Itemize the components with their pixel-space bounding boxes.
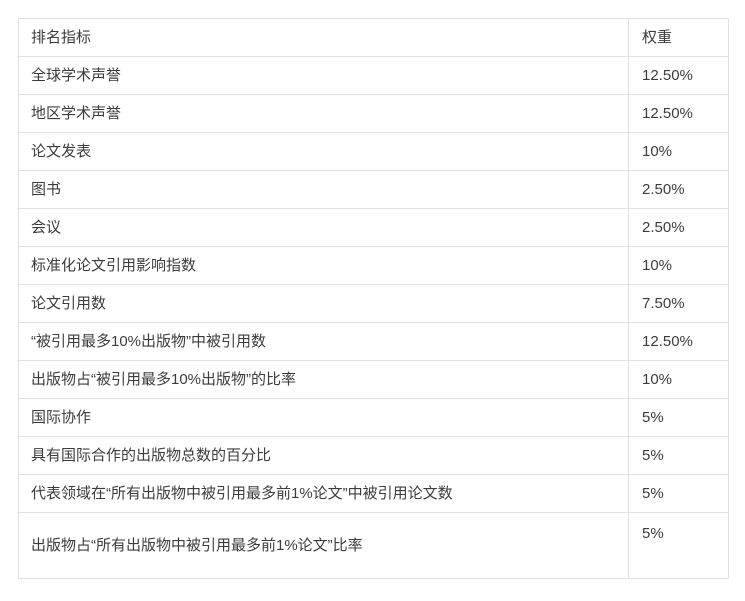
table-header-row: 排名指标 权重 xyxy=(18,18,729,57)
weight-cell: 12.50% xyxy=(628,322,729,361)
indicator-cell: 具有国际合作的出版物总数的百分比 xyxy=(18,436,629,475)
table-row: 代表领域在“所有出版物中被引用最多前1%论文”中被引用论文数 5% xyxy=(18,474,729,513)
table-row: 论文引用数 7.50% xyxy=(18,284,729,323)
weight-cell: 7.50% xyxy=(628,284,729,323)
header-cell-weight: 权重 xyxy=(628,18,729,57)
weight-cell: 5% xyxy=(628,512,729,579)
indicator-cell: 图书 xyxy=(18,170,629,209)
table-row: 标准化论文引用影响指数 10% xyxy=(18,246,729,285)
indicator-cell: 论文发表 xyxy=(18,132,629,171)
weight-cell: 12.50% xyxy=(628,56,729,95)
weight-cell: 5% xyxy=(628,436,729,475)
table-row: 具有国际合作的出版物总数的百分比 5% xyxy=(18,436,729,475)
table-row: 地区学术声誉 12.50% xyxy=(18,94,729,133)
weight-cell: 5% xyxy=(628,474,729,513)
indicator-cell: 会议 xyxy=(18,208,629,247)
indicator-cell: 出版物占“所有出版物中被引用最多前1%论文”比率 xyxy=(18,512,629,579)
indicator-cell: 论文引用数 xyxy=(18,284,629,323)
weight-cell: 12.50% xyxy=(628,94,729,133)
weight-cell: 2.50% xyxy=(628,170,729,209)
table-row: 出版物占“所有出版物中被引用最多前1%论文”比率 5% xyxy=(18,512,729,579)
weight-cell: 10% xyxy=(628,246,729,285)
indicator-cell: 出版物占“被引用最多10%出版物”的比率 xyxy=(18,360,629,399)
weight-cell: 2.50% xyxy=(628,208,729,247)
table-row: 会议 2.50% xyxy=(18,208,729,247)
table-row: “被引用最多10%出版物”中被引用数 12.50% xyxy=(18,322,729,361)
indicator-cell: 代表领域在“所有出版物中被引用最多前1%论文”中被引用论文数 xyxy=(18,474,629,513)
weight-cell: 10% xyxy=(628,132,729,171)
weight-cell: 10% xyxy=(628,360,729,399)
table-row: 出版物占“被引用最多10%出版物”的比率 10% xyxy=(18,360,729,399)
indicator-cell: “被引用最多10%出版物”中被引用数 xyxy=(18,322,629,361)
indicator-cell: 国际协作 xyxy=(18,398,629,437)
ranking-indicators-table: 排名指标 权重 全球学术声誉 12.50% 地区学术声誉 12.50% 论文发表 10% 图… xyxy=(18,18,729,579)
indicator-cell: 全球学术声誉 xyxy=(18,56,629,95)
header-cell-indicator: 排名指标 xyxy=(18,18,629,57)
weight-cell: 5% xyxy=(628,398,729,437)
indicator-cell: 地区学术声誉 xyxy=(18,94,629,133)
table-row: 全球学术声誉 12.50% xyxy=(18,56,729,95)
indicator-cell: 标准化论文引用影响指数 xyxy=(18,246,629,285)
table-row: 国际协作 5% xyxy=(18,398,729,437)
table-row: 图书 2.50% xyxy=(18,170,729,209)
table-row: 论文发表 10% xyxy=(18,132,729,171)
